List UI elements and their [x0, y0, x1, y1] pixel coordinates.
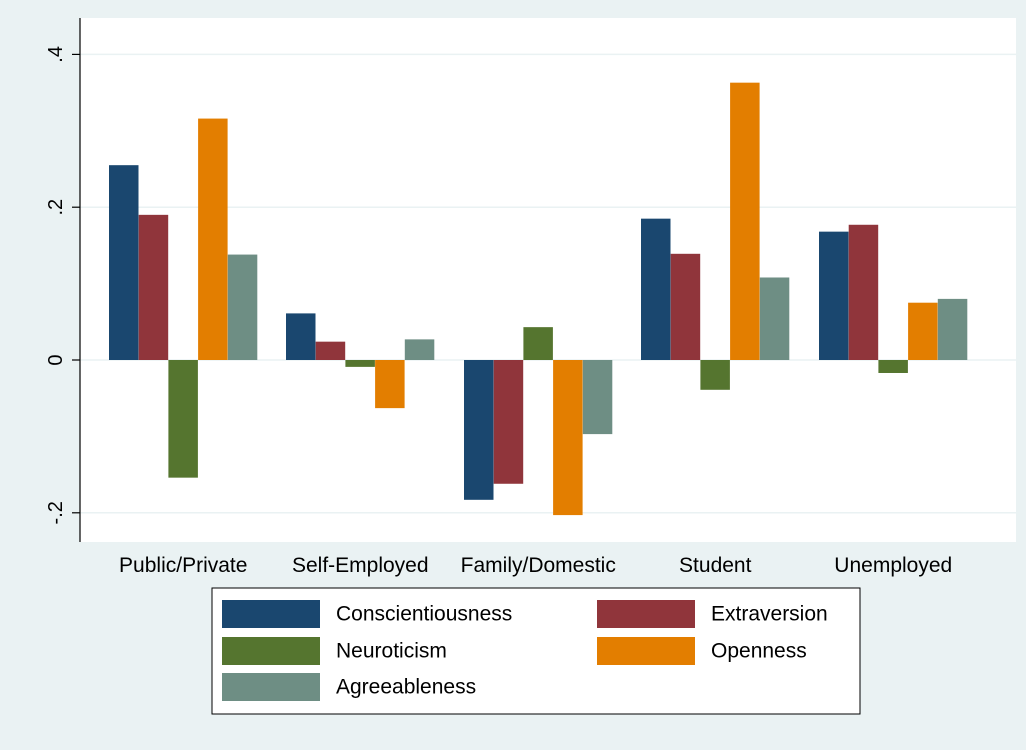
bar-extraversion-0	[138, 214, 169, 360]
bar-conscientiousness-1	[286, 313, 316, 360]
x-tick-label: Unemployed	[834, 554, 952, 577]
bar-extraversion-1	[315, 341, 346, 360]
x-tick-label: Student	[679, 554, 752, 577]
legend-label-conscientiousness: Conscientiousness	[336, 603, 512, 626]
bar-conscientiousness-2	[464, 360, 494, 500]
bar-conscientiousness-4	[819, 231, 849, 360]
x-tick-label: Family/Domestic	[461, 554, 616, 577]
bar-agreeableness-1	[404, 339, 435, 360]
x-tick-label: Self-Employed	[292, 554, 429, 577]
y-tick-label: -.2	[45, 501, 67, 524]
bar-neuroticism-3	[700, 360, 730, 390]
bar-extraversion-2	[493, 360, 524, 484]
y-tick-label: 0	[45, 354, 67, 365]
y-axis-ticks: -.2 0 .2 .4	[45, 46, 80, 524]
legend-swatch-agreeableness	[222, 673, 320, 701]
legend-swatch-neuroticism	[222, 637, 320, 665]
x-axis-labels: Public/Private Self-Employed Family/Domest…	[119, 554, 952, 577]
bar-neuroticism-4	[878, 360, 908, 373]
legend-label-agreeableness: Agreeableness	[336, 676, 476, 699]
bar-openness-0	[198, 118, 228, 361]
bar-agreeableness-2	[582, 360, 613, 435]
legend-label-extraversion: Extraversion	[711, 603, 828, 626]
bar-neuroticism-0	[168, 360, 198, 478]
bar-conscientiousness-3	[641, 218, 671, 360]
legend-label-neuroticism: Neuroticism	[336, 640, 447, 663]
bars	[109, 82, 968, 516]
legend-label-openness: Openness	[711, 640, 807, 663]
bar-agreeableness-3	[759, 277, 790, 360]
bar-openness-1	[375, 360, 405, 409]
legend: Conscientiousness Extraversion Neuroticism…	[222, 600, 828, 701]
bar-conscientiousness-0	[109, 165, 139, 360]
bar-agreeableness-0	[227, 254, 258, 360]
bar-extraversion-3	[670, 253, 701, 360]
bar-extraversion-4	[848, 224, 879, 360]
y-tick-label: .4	[45, 46, 67, 63]
bar-agreeableness-4	[937, 298, 968, 360]
bar-neuroticism-1	[345, 360, 375, 367]
bar-openness-3	[730, 82, 760, 360]
bar-openness-4	[908, 302, 938, 360]
x-tick-label: Public/Private	[119, 554, 247, 577]
legend-swatch-openness	[597, 637, 695, 665]
legend-swatch-extraversion	[597, 600, 695, 628]
bar-openness-2	[553, 360, 583, 516]
bar-neuroticism-2	[523, 327, 553, 360]
legend-swatch-conscientiousness	[222, 600, 320, 628]
y-tick-label: .2	[45, 199, 67, 216]
